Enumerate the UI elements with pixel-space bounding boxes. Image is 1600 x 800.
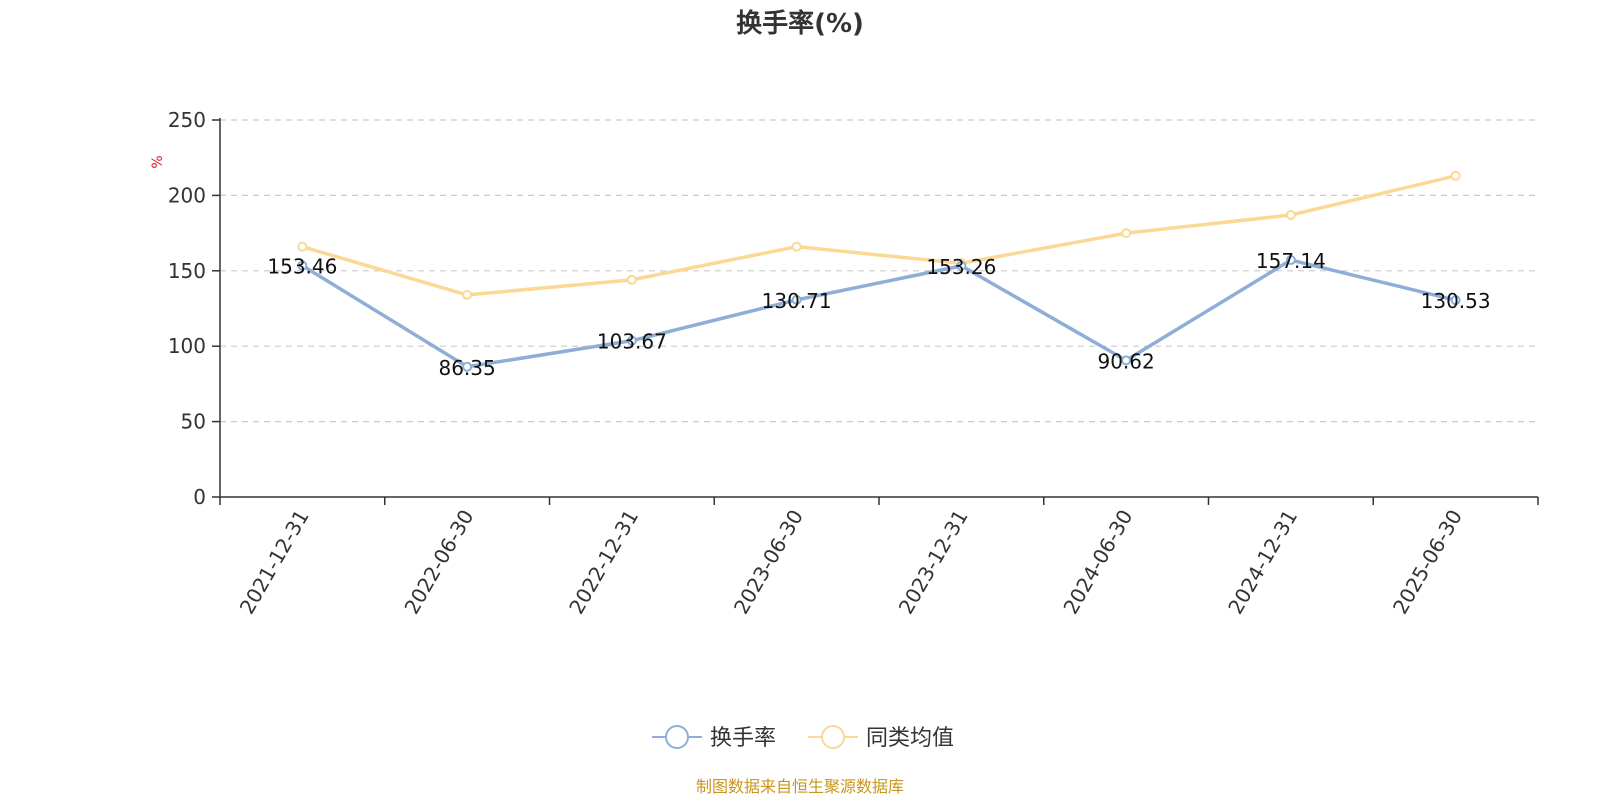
- legend-circle-icon: [665, 725, 689, 749]
- data-label: 103.67: [597, 330, 667, 354]
- data-point[interactable]: [791, 241, 802, 252]
- data-label: 157.14: [1256, 249, 1326, 273]
- y-tick-label: 150: [168, 259, 206, 283]
- series-lines: [297, 170, 1461, 372]
- data-point[interactable]: [462, 361, 473, 372]
- legend-item-turnover[interactable]: 换手率: [652, 725, 776, 751]
- series-line-turnover: [301, 258, 1457, 369]
- data-point[interactable]: [1285, 255, 1296, 266]
- data-label: 90.62: [1097, 349, 1154, 373]
- data-label: 86.35: [438, 356, 495, 380]
- y-tick-label: 250: [168, 108, 206, 132]
- legend-label: 换手率: [710, 726, 776, 751]
- x-tick-label: 2021-12-31: [235, 506, 314, 619]
- data-label: 153.26: [926, 255, 996, 279]
- chart-title: 换手率(%): [736, 8, 864, 39]
- data-point[interactable]: [626, 274, 637, 285]
- x-tick-label: 2022-12-31: [564, 506, 643, 619]
- series-line-peer-average: [301, 174, 1457, 297]
- y-tick-label: 200: [168, 183, 206, 207]
- legend-item-peer-average[interactable]: 同类均值: [808, 725, 954, 751]
- data-point[interactable]: [791, 294, 802, 305]
- data-point[interactable]: [297, 241, 308, 252]
- x-tick-label: 2024-12-31: [1223, 506, 1302, 619]
- y-tick-label: 100: [168, 334, 206, 358]
- x-tick-label: 2024-06-30: [1058, 506, 1137, 619]
- data-source-note: 制图数据来自恒生聚源数据库: [696, 777, 904, 796]
- data-label: 130.71: [762, 289, 832, 313]
- y-tick-label: 0: [193, 485, 206, 509]
- y-axis-unit-label: %: [150, 155, 166, 168]
- data-point[interactable]: [297, 260, 308, 271]
- data-point[interactable]: [1121, 355, 1132, 366]
- x-tick-label: 2025-06-30: [1388, 506, 1467, 619]
- data-point[interactable]: [1450, 295, 1461, 306]
- y-tick-label: 50: [181, 410, 206, 434]
- legend-label: 同类均值: [866, 726, 954, 751]
- data-point[interactable]: [1450, 170, 1461, 181]
- x-tick-label: 2023-06-30: [729, 506, 808, 619]
- legend-circle-icon: [821, 725, 845, 749]
- data-point[interactable]: [956, 260, 967, 271]
- data-point[interactable]: [1121, 228, 1132, 239]
- axes: 0 50 100 150 200 250 2021-12-31 2022-06-30 2022-…: [168, 108, 1539, 619]
- data-label: 153.46: [267, 255, 337, 279]
- data-label: 130.53: [1421, 289, 1491, 313]
- x-tick-label: 2023-12-31: [894, 506, 973, 619]
- data-point[interactable]: [1285, 210, 1296, 221]
- data-labels: 153.46 86.35 103.67 130.71 153.26 90.62 157.14…: [267, 249, 1490, 380]
- data-point[interactable]: [462, 289, 473, 300]
- data-point[interactable]: [626, 335, 637, 346]
- legend[interactable]: 换手率 同类均值: [652, 725, 954, 751]
- x-tick-label: 2022-06-30: [399, 506, 478, 619]
